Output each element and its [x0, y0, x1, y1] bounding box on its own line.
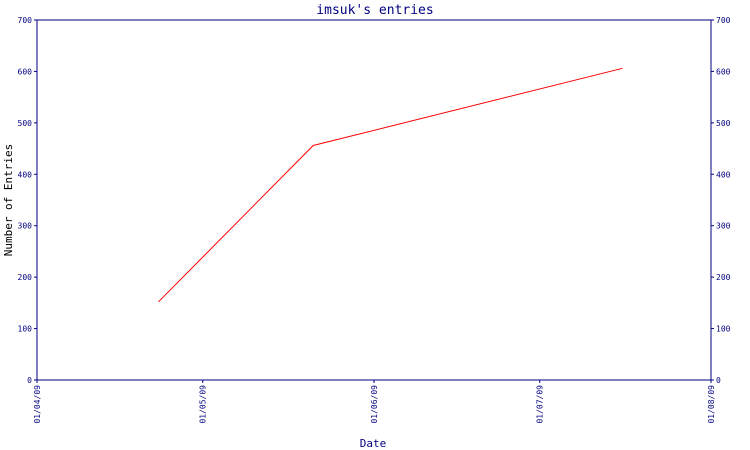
y-tick-label-right: 0: [716, 376, 721, 385]
y-tick-label: 300: [18, 222, 33, 231]
y-axis-label: Number of Entries: [2, 144, 15, 257]
y-tick-label-right: 200: [716, 273, 731, 282]
x-tick-label: 01/06/09: [370, 385, 379, 424]
y-tick-label-right: 300: [716, 222, 731, 231]
x-tick-label: 01/05/09: [199, 385, 208, 424]
y-tick-label: 600: [18, 67, 33, 76]
y-tick-label: 700: [18, 16, 33, 25]
y-tick-label: 200: [18, 273, 33, 282]
y-axis-left: 0 100 200 300 400 500 600 700: [18, 16, 37, 385]
y-tick-label-right: 600: [716, 67, 731, 76]
y-tick-label-right: 500: [716, 119, 731, 128]
y-tick-label-right: 400: [716, 170, 731, 179]
x-axis: 01/04/09 01/05/09 01/06/09 01/07/09 01/08/09: [33, 380, 716, 424]
series-line: [158, 67, 623, 303]
y-tick-label-right: 100: [716, 325, 731, 334]
series-layer: [158, 67, 623, 303]
x-tick-label: 01/07/09: [536, 385, 545, 424]
chart-title: imsuk's entries: [316, 3, 433, 18]
x-tick-label: 01/08/09: [707, 385, 716, 424]
y-tick-label: 100: [18, 325, 33, 334]
plot-area-frame: [36, 19, 712, 381]
x-tick-label: 01/04/09: [33, 385, 42, 424]
y-tick-label: 400: [18, 170, 33, 179]
y-tick-label: 0: [27, 376, 32, 385]
y-axis-right: 0 100 200 300 400 500 600 700: [711, 16, 731, 385]
x-axis-label: Date: [360, 437, 387, 450]
y-tick-label: 500: [18, 119, 33, 128]
y-tick-label-right: 700: [716, 16, 731, 25]
